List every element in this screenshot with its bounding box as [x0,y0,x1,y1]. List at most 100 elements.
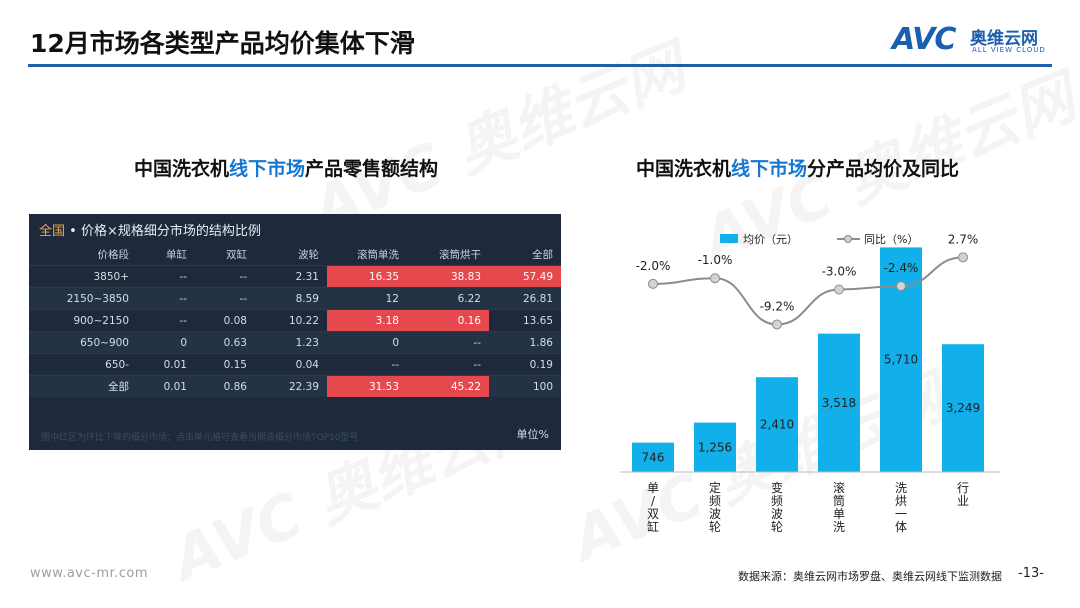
category-label: 体 [895,520,907,534]
table-cell[interactable]: 0 [137,331,195,354]
right-title-highlight: 线下市场 [731,158,808,180]
category-label: 行 [957,481,969,495]
table-row-label: 650~900 [29,331,137,354]
left-section-title: 中国洗衣机线下市场产品零售额结构 [134,154,438,181]
table-cell[interactable]: 45.22 [407,375,489,397]
title-divider [28,64,1052,67]
table-cell[interactable]: 10.22 [255,309,327,332]
table-heading: 全国 • 价格×规格细分市场的结构比例 [39,220,261,239]
bar [694,422,736,472]
category-label: 洗 [895,481,907,495]
table-cell[interactable]: -- [137,309,195,332]
table-cell[interactable]: 1.23 [255,331,327,354]
footer-source: 数据来源：奥维云网市场罗盘、奥维云网线下监测数据 [738,570,1002,583]
category-label: / [651,494,656,508]
category-label: 定 [709,480,721,495]
left-title-highlight: 线下市场 [229,158,306,180]
left-title-post: 产品零售额结构 [305,158,439,180]
table-column-header: 滚筒单洗 [357,249,399,261]
table-cell[interactable]: -- [407,353,489,376]
table-cell[interactable]: 22.39 [255,375,327,397]
table-row: 900~2150 -- 0.08 10.22 3.18 0.16 13.65 [29,309,561,332]
table-cell[interactable]: 13.65 [489,309,561,332]
table-note: 图中红区为环比下降的细分市场；点击单元格可查看当期该细分市场TOP10型号 [41,433,359,443]
table-cell[interactable]: 0.01 [137,353,195,376]
table-cell[interactable]: 26.81 [489,287,561,310]
yoy-point [710,273,720,284]
table-cell[interactable]: 31.53 [327,375,407,397]
table-cell[interactable]: 6.22 [407,287,489,310]
table-cell[interactable]: -- [195,265,255,288]
bar-value-label: 3,249 [946,401,980,415]
yoy-value-label: -9.2% [760,299,795,313]
category-label: 频 [771,494,783,508]
table-cell[interactable]: 100 [489,375,561,397]
table-row-label: 3850+ [29,265,137,288]
category-label: 波 [709,507,721,521]
bar [756,377,798,472]
table-cell[interactable]: 0 [327,331,407,354]
table-cell[interactable]: 0.86 [195,375,255,397]
yoy-value-label: -2.4% [884,261,919,275]
table-heading-text: • 价格×规格细分市场的结构比例 [65,224,261,239]
bar-value-label: 5,710 [884,353,918,367]
bar-value-label: 746 [642,450,665,464]
table-cell[interactable]: 2.31 [255,265,327,288]
yoy-point [958,252,968,263]
table-cell[interactable]: 3.18 [327,309,407,332]
table-cell[interactable]: -- [137,265,195,288]
table-unit: 单位% [516,428,549,441]
table-cell[interactable]: 0.63 [195,331,255,354]
table-cell[interactable]: 0.16 [407,309,489,332]
table-cell[interactable]: 0.15 [195,353,255,376]
left-title-pre: 中国洗衣机 [134,158,230,180]
page-number: -13- [1018,566,1044,581]
table-cell[interactable]: -- [327,353,407,376]
table-cell[interactable]: -- [407,331,489,354]
table-cell[interactable]: 0.04 [255,353,327,376]
category-label: 缸 [647,519,659,534]
legend-bar-swatch [720,234,738,243]
legend-bar-label: 均价（元） [743,233,798,246]
table-column-header: 价格段 [97,249,130,261]
table-cell[interactable]: -- [137,287,195,310]
table-header-row: 价格段 单缸 双缸 波轮 滚筒单洗 滚筒烘干 全部 [29,244,561,266]
category-label: 波 [771,507,783,521]
footer-site: www.avc-mr.com [30,566,149,581]
table-row: 2150~3850 -- -- 8.59 12 6.22 26.81 [29,287,561,310]
table-column-header: 单缸 [166,249,187,261]
bar-value-label: 2,410 [760,418,794,432]
logo-mark: AVC [892,22,956,57]
structure-table: 价格段 单缸 双缸 波轮 滚筒单洗 滚筒烘干 全部 3850+ -- -- 2.31 16.35 38… [29,244,561,397]
table-cell[interactable]: -- [195,287,255,310]
table-cell[interactable]: 16.35 [327,265,407,288]
table-cell[interactable]: 0.01 [137,375,195,397]
table-row: 650~900 0 0.63 1.23 0 -- 1.86 [29,331,561,354]
category-label: 双 [647,507,659,521]
table-column-header: 滚筒烘干 [439,249,481,261]
yoy-value-label: -2.0% [636,259,671,273]
table-cell[interactable]: 57.49 [489,265,561,288]
legend-line-label: 同比（%） [864,233,918,246]
bar [818,333,860,472]
table-cell[interactable]: 0.08 [195,309,255,332]
category-label: 烘 [895,494,907,508]
table-cell[interactable]: 8.59 [255,287,327,310]
category-label: 业 [957,494,969,508]
yoy-value-label: 2.7% [948,232,979,246]
table-cell[interactable]: 1.86 [489,331,561,354]
right-title-post: 分产品均价及同比 [807,158,960,180]
yoy-point [834,284,844,295]
legend-line-marker [844,235,852,243]
table-cell[interactable]: 38.83 [407,265,489,288]
table-row-label: 650- [29,353,137,376]
avc-logo: AVC 奥维云网 ALL VIEW CLOUD [892,22,1062,62]
right-section-title: 中国洗衣机线下市场分产品均价及同比 [636,154,959,181]
table-cell[interactable]: 12 [327,287,407,310]
table-row: 650- 0.01 0.15 0.04 -- -- 0.19 [29,353,561,376]
table-scope[interactable]: 全国 [39,224,66,239]
category-label: 频 [709,494,721,508]
structure-table-panel: 全国 • 价格×规格细分市场的结构比例 价格段 单缸 双缸 波轮 滚筒单洗 滚筒烘干 全部 … [29,214,561,450]
table-cell[interactable]: 0.19 [489,353,561,376]
category-label: 变 [771,480,783,495]
